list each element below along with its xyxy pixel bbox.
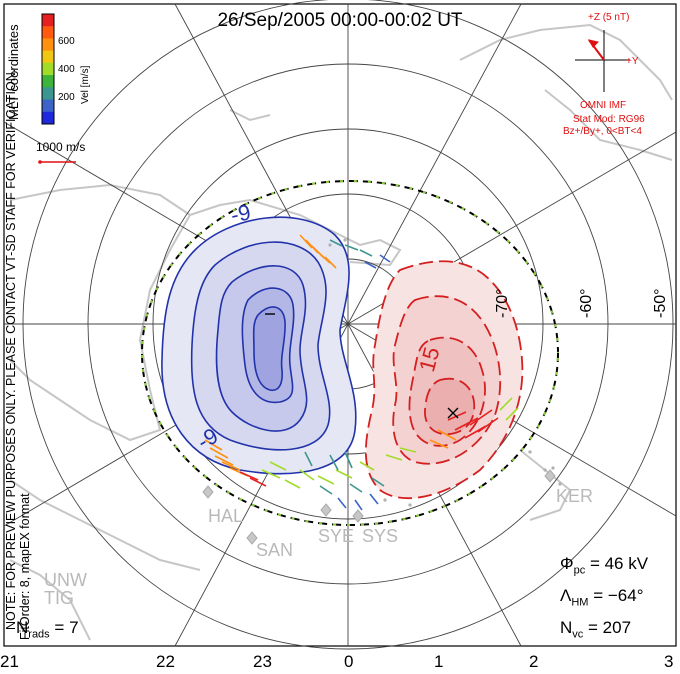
negative-potential-cell: [161, 216, 357, 475]
station-label-sys: SYS: [362, 526, 399, 546]
lat-label: -70°: [494, 288, 511, 318]
preview-note: NOTE: FOR PREVIEW PURPOSES ONLY. PLEASE …: [4, 68, 18, 630]
colorbar: [41, 13, 55, 125]
station-label-hal: HAL: [208, 506, 244, 526]
lat-label: -60°: [578, 288, 595, 318]
coastlines: [9, 23, 673, 641]
colorbar-segment: [42, 99, 54, 113]
station-markers: [202, 469, 556, 545]
colorbar-segment: [42, 50, 54, 64]
colorbar-segment: [42, 62, 54, 76]
imf-z-label: +Z (5 nT): [588, 12, 630, 23]
velocity-vectors: [204, 234, 519, 511]
n-vc-stat: Nvc = 207: [560, 618, 632, 641]
station-label-san: SAN: [256, 540, 294, 560]
colorbar-tick: 200: [58, 92, 75, 103]
colorbar-segment: [42, 75, 54, 88]
station-label-unw: UNW: [44, 570, 87, 590]
mlt-label: 3: [664, 652, 674, 671]
colorbar-segment: [42, 26, 54, 39]
scale-vector: [38, 160, 76, 164]
station-label-ker: KER: [556, 486, 594, 506]
colorbar-segment: [42, 14, 54, 27]
colorbar-frame: [41, 13, 55, 125]
colorbar-tick: 400: [58, 64, 75, 75]
lambda-hm-stat: ΛHM = −64°: [560, 586, 644, 609]
colorbar-label: Vel [m/s]: [80, 65, 91, 104]
mlt-label: 21: [0, 652, 19, 671]
scale-vector-label: 1000 m/s: [36, 140, 86, 154]
n-vc-value: = 207: [588, 618, 632, 637]
mlt-label: 0: [344, 652, 354, 671]
mlt-label: 22: [156, 652, 175, 671]
station-label-tig: TIG: [44, 588, 74, 608]
colorbar-tick: 600: [58, 36, 75, 47]
n-rads-stat: Nrads = 7: [16, 618, 79, 641]
lambda-hm-value: = −64°: [593, 586, 644, 605]
n-rads-value: = 7: [54, 618, 79, 637]
colorbar-segment: [42, 38, 54, 52]
map-title: 26/Sep/2005 00:00-00:02 UT: [217, 10, 463, 31]
phi-pc-stat: Φpc = 46 kV: [560, 554, 649, 577]
imf-source: OMNI IMF: [580, 100, 627, 111]
potential-extrema: [265, 313, 459, 419]
mlt-label: 2: [529, 652, 539, 671]
imf-y-label: +Y: [626, 56, 639, 67]
hm-boundary: [141, 180, 559, 526]
station-label-sye: SYE: [318, 526, 355, 546]
lat-label: -50°: [652, 288, 669, 318]
imf-dial: [575, 30, 630, 92]
mlt-label: 1: [434, 652, 444, 671]
colorbar-segment: [42, 111, 54, 125]
imf-model: Stat Mod: RG96: [573, 114, 645, 125]
colorbar-segment: [42, 87, 54, 101]
phi-pc-value: = 46 kV: [589, 554, 649, 573]
mlt-label: 23: [253, 652, 272, 671]
imf-condition: Bz+/By+, 0<BT<4: [563, 126, 642, 137]
